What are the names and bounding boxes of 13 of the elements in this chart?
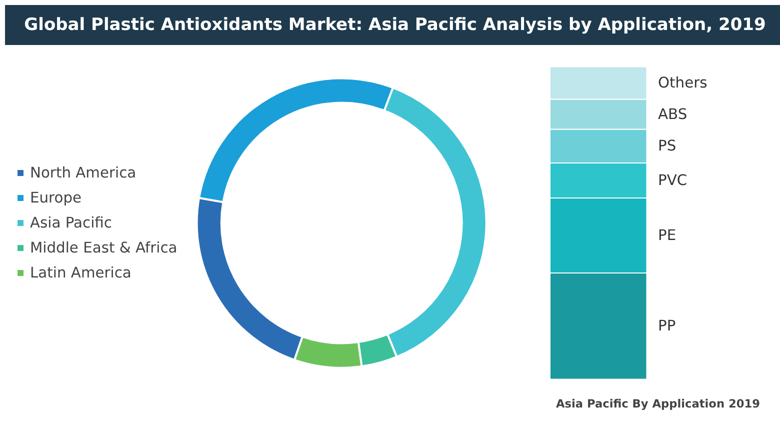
legend-label: Asia Pacific xyxy=(30,214,112,231)
legend-label: Middle East & Africa xyxy=(30,239,178,256)
series-label: PE xyxy=(658,227,676,244)
legend-label: Europe xyxy=(30,189,82,206)
series-label: PP xyxy=(658,318,676,335)
series-label: ABS xyxy=(658,106,688,123)
legend-label: Latin America xyxy=(30,264,132,281)
x-axis-title: Asia Pacific By Application 2019 xyxy=(556,396,760,410)
chart-title: Global Plastic Antioxidants Market: Asia Pacific Analysis by Application, 2019 xyxy=(24,14,766,37)
series-label: PS xyxy=(658,138,676,155)
legend-label: North America xyxy=(30,164,136,181)
series-label: PVC xyxy=(658,172,688,189)
series-label: Others xyxy=(658,74,708,92)
